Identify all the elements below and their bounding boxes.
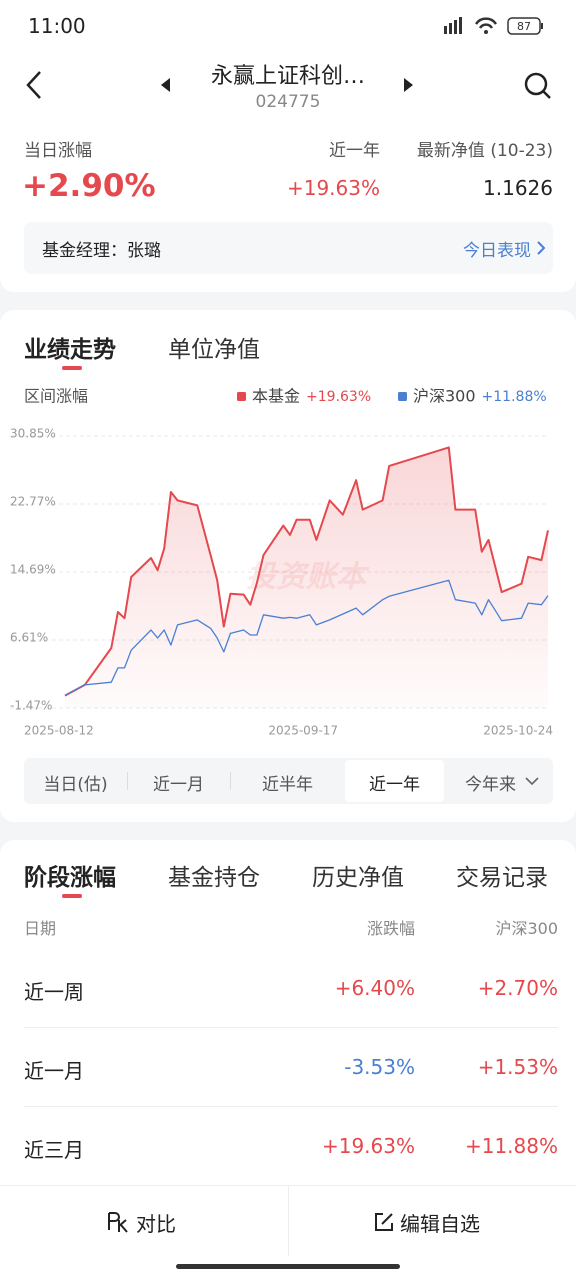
row-divider [24,1027,558,1028]
home-indicator [176,1264,400,1269]
day-change: +2.90% [22,168,156,204]
fund-code: 024775 [255,92,321,112]
column-header: 日期 [24,919,57,938]
series-line [64,446,549,697]
today-link[interactable]: 今日表现 [463,241,531,261]
legend-label: 本基金 [252,387,300,406]
top-card: 11:00 87 永赢上证科创… 024775 当日涨幅 +2.90% 近一年 … [0,0,576,292]
legend-label: 沪深300 [413,387,476,406]
row-label: 近三月 [24,1138,84,1162]
chart: 区间涨幅 30.85% 22.77% 14.69% 6.61% -1.47% 2025-0… [10,387,553,738]
x-tick-label: 2025-08-12 [24,724,94,738]
status-icons: 87 [444,17,543,35]
manager: 基金经理：张璐 [42,241,161,261]
column-header: 沪深300 [495,919,558,938]
pk-icon [108,1212,128,1233]
fund-title: 永赢上证科创… [210,64,365,89]
legend-swatch [237,392,246,401]
range-tabs: 当日(估) 近一月 近半年 近一年 今年来 [24,758,553,804]
edit-icon [375,1213,393,1231]
legend-value: +11.88% [482,389,547,405]
label: 近一年 [329,141,380,161]
range-tab-bg [345,760,444,802]
row-label: 近一周 [24,980,84,1004]
row-value: +2.70% [477,976,558,1000]
chart-tab[interactable]: 业绩走势 [24,337,116,363]
period-card: 阶段涨幅 基金持仓 历史净值 交易记录日期 涨跌幅 沪深300 近一周 +6.40% +2.70… [0,840,576,1185]
compare-button[interactable]: 对比 [136,1212,176,1236]
watch-button[interactable]: 编辑自选 [400,1212,480,1236]
x-tick-label: 2025-09-17 [268,724,338,738]
section-tab[interactable]: 交易记录 [456,865,548,891]
chart-tab[interactable]: 单位净值 [168,337,260,363]
range-tab[interactable]: 当日(估) [43,775,108,795]
next-fund[interactable] [402,76,416,94]
manager-box: 基金经理：张璐 今日表现 [24,222,553,274]
y-tick-label: -1.47% [10,699,52,713]
tab-indicator [62,366,82,370]
row-value: +19.63% [321,1134,415,1158]
section-tab[interactable]: 历史净值 [312,865,404,891]
label: 最新净值 (10-23) [416,141,553,161]
row-value: +11.88% [464,1134,558,1158]
label: 当日涨幅 [24,141,92,161]
chart-title: 区间涨幅 [24,387,88,406]
range-tab[interactable]: 今年来 [465,775,516,795]
range-divider [127,772,128,790]
row-value: +1.53% [477,1055,558,1079]
y-tick-label: 22.77% [10,495,56,509]
column-header: 涨跌幅 [366,919,415,938]
nav: 1.1626 [483,176,553,200]
legend-swatch [398,392,407,401]
dropdown-chevron [525,777,539,786]
y-tick-label: 14.69% [10,563,56,577]
time: 11:00 [28,14,86,38]
range-tab[interactable]: 近一月 [153,775,204,795]
row-label: 近一月 [24,1059,84,1083]
range-tab[interactable]: 近一年 [369,775,420,795]
legend-value: +19.63% [306,389,371,405]
range-tab[interactable]: 近半年 [262,775,313,795]
row-value: +6.40% [334,976,415,1000]
x-tick-label: 2025-10-24 [483,724,553,738]
chevron [525,777,539,786]
row-divider [24,1106,558,1107]
section-tab[interactable]: 基金持仓 [168,865,260,891]
area [65,447,548,708]
series-line [64,579,549,697]
section-tab[interactable]: 阶段涨幅 [24,865,116,891]
search-button[interactable] [522,70,554,102]
divider [288,1186,289,1256]
back-button[interactable] [20,68,50,102]
tab-indicator [62,894,82,898]
y-tick-label: 6.61% [10,631,48,645]
range-divider [230,772,231,790]
chevron [537,241,546,255]
bottom-bar: 对比 编辑自选 [0,1185,576,1281]
prev-fund[interactable] [158,76,172,94]
year-change: +19.63% [286,176,380,200]
row-value: -3.53% [344,1055,415,1079]
y-tick-label: 30.85% [10,427,56,441]
battery: 87 [517,20,531,33]
